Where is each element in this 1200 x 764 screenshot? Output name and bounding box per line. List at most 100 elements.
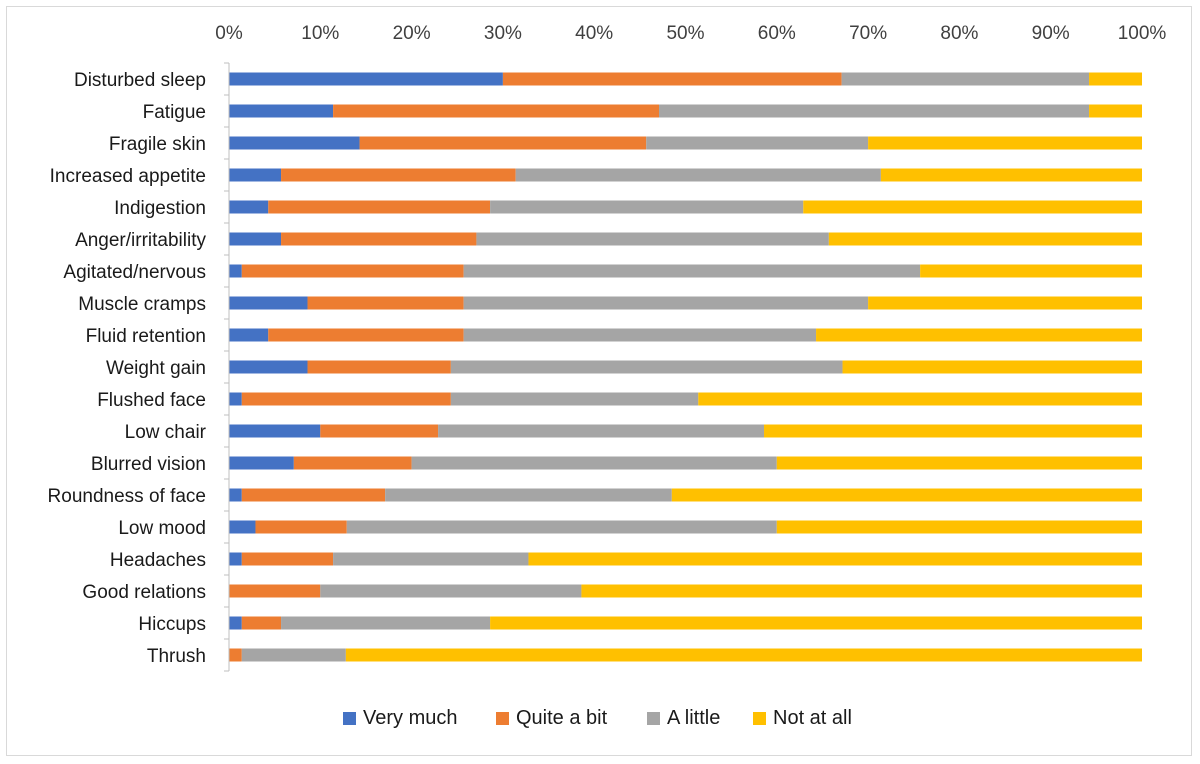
bar-a-little-muscle-cramps bbox=[463, 296, 869, 310]
bar-very-much-low-chair bbox=[229, 424, 321, 438]
bar-not-at-all-low-mood bbox=[776, 520, 1142, 534]
legend-swatch-very-much bbox=[343, 712, 356, 725]
bar-very-much-blurred-vision bbox=[229, 456, 294, 470]
category-label: Low chair bbox=[125, 422, 207, 443]
bar-quite-a-bit-flushed-face bbox=[241, 392, 451, 406]
legend-swatch-a-little bbox=[647, 712, 660, 725]
x-tick-label: 20% bbox=[393, 23, 431, 44]
bar-quite-a-bit-fluid-retention bbox=[268, 328, 464, 342]
bar-a-little-low-chair bbox=[438, 424, 765, 438]
bar-quite-a-bit-fatigue bbox=[333, 104, 660, 118]
x-tick-label: 70% bbox=[849, 23, 887, 44]
bar-not-at-all-muscle-cramps bbox=[868, 296, 1142, 310]
legend[interactable]: Very much Quite a bit A little Not at all bbox=[343, 707, 852, 729]
y-axis bbox=[224, 62, 230, 672]
category-label: Hiccups bbox=[138, 614, 206, 635]
bar-not-at-all-fragile-skin bbox=[868, 136, 1142, 150]
category-label: Thrush bbox=[147, 646, 206, 667]
bar-a-little-roundness-of-face bbox=[385, 488, 672, 502]
bar-a-little-blurred-vision bbox=[411, 456, 777, 470]
bar-not-at-all-blurred-vision bbox=[776, 456, 1142, 470]
bar-a-little-flushed-face bbox=[450, 392, 699, 406]
bar-very-much-muscle-cramps bbox=[229, 296, 308, 310]
bar-very-much-agitated-nervous bbox=[229, 264, 242, 278]
bar-quite-a-bit-increased-appetite bbox=[281, 168, 516, 182]
bar-a-little-weight-gain bbox=[450, 360, 843, 374]
legend-label-quite-a-bit: Quite a bit bbox=[516, 707, 608, 729]
bar-very-much-weight-gain bbox=[229, 360, 308, 374]
bar-not-at-all-indigestion bbox=[803, 200, 1142, 214]
category-label: Disturbed sleep bbox=[74, 70, 206, 91]
bar-a-little-low-mood bbox=[346, 520, 777, 534]
bar-very-much-disturbed-sleep bbox=[229, 72, 503, 86]
bar-a-little-anger-irritability bbox=[476, 232, 829, 246]
bar-not-at-all-headaches bbox=[528, 552, 1142, 566]
bar-a-little-headaches bbox=[333, 552, 529, 566]
x-tick-label: 90% bbox=[1032, 23, 1070, 44]
chart-frame: 0% 10% 20% 30% 40% 50% 60% 70% 80% 90% 100% Distur… bbox=[6, 6, 1192, 756]
category-label: Agitated/nervous bbox=[63, 262, 206, 283]
category-label: Flushed face bbox=[97, 390, 206, 411]
bar-a-little-agitated-nervous bbox=[463, 264, 921, 278]
bar-a-little-good-relations bbox=[320, 584, 582, 598]
bar-very-much-increased-appetite bbox=[229, 168, 282, 182]
bar-not-at-all-increased-appetite bbox=[880, 168, 1142, 182]
bar-quite-a-bit-agitated-nervous bbox=[241, 264, 464, 278]
bar-not-at-all-low-chair bbox=[764, 424, 1142, 438]
bar-not-at-all-fluid-retention bbox=[816, 328, 1142, 342]
x-tick-label: 40% bbox=[575, 23, 613, 44]
x-tick-label: 10% bbox=[301, 23, 339, 44]
bar-a-little-hiccups bbox=[281, 616, 491, 630]
category-label: Indigestion bbox=[114, 198, 206, 219]
category-label: Muscle cramps bbox=[78, 294, 206, 315]
bar-quite-a-bit-roundness-of-face bbox=[241, 488, 386, 502]
bar-quite-a-bit-good-relations bbox=[229, 584, 321, 598]
category-label: Fatigue bbox=[143, 102, 206, 123]
bar-not-at-all-good-relations bbox=[581, 584, 1142, 598]
bar-quite-a-bit-fragile-skin bbox=[359, 136, 647, 150]
bar-quite-a-bit-low-chair bbox=[320, 424, 439, 438]
legend-label-very-much: Very much bbox=[363, 707, 457, 729]
x-tick-label: 30% bbox=[484, 23, 522, 44]
bar-very-much-indigestion bbox=[229, 200, 269, 214]
category-label: Headaches bbox=[110, 550, 206, 571]
bar-not-at-all-agitated-nervous bbox=[920, 264, 1142, 278]
bar-quite-a-bit-anger-irritability bbox=[281, 232, 477, 246]
bar-a-little-fragile-skin bbox=[646, 136, 869, 150]
bar-very-much-fragile-skin bbox=[229, 136, 360, 150]
x-tick-label: 50% bbox=[666, 23, 704, 44]
bar-not-at-all-hiccups bbox=[490, 616, 1142, 630]
legend-label-not-at-all: Not at all bbox=[773, 707, 852, 729]
category-label: Fragile skin bbox=[109, 134, 206, 155]
bar-not-at-all-fatigue bbox=[1089, 104, 1142, 118]
category-label: Increased appetite bbox=[50, 166, 206, 187]
x-tick-label: 60% bbox=[758, 23, 796, 44]
bar-quite-a-bit-muscle-cramps bbox=[307, 296, 464, 310]
bar-not-at-all-roundness-of-face bbox=[671, 488, 1142, 502]
bar-not-at-all-thrush bbox=[345, 648, 1142, 662]
bar-quite-a-bit-headaches bbox=[241, 552, 334, 566]
x-axis-ticks: 0% 10% 20% 30% 40% 50% 60% 70% 80% 90% 100% bbox=[215, 23, 1166, 44]
bar-very-much-headaches bbox=[229, 552, 242, 566]
bar-very-much-flushed-face bbox=[229, 392, 242, 406]
bar-very-much-low-mood bbox=[229, 520, 256, 534]
category-label: Anger/irritability bbox=[75, 230, 206, 251]
bar-a-little-thrush bbox=[241, 648, 346, 662]
x-tick-label: 0% bbox=[215, 23, 243, 44]
category-label: Weight gain bbox=[106, 358, 206, 379]
category-label: Good relations bbox=[82, 582, 206, 603]
category-label: Roundness of face bbox=[48, 486, 206, 507]
x-tick-label: 100% bbox=[1118, 23, 1167, 44]
category-label: Blurred vision bbox=[91, 454, 206, 475]
bar-not-at-all-weight-gain bbox=[842, 360, 1142, 374]
legend-swatch-quite-a-bit bbox=[496, 712, 509, 725]
bar-a-little-increased-appetite bbox=[515, 168, 881, 182]
bar-quite-a-bit-indigestion bbox=[268, 200, 491, 214]
bar-quite-a-bit-thrush bbox=[229, 648, 242, 662]
bar-quite-a-bit-hiccups bbox=[241, 616, 282, 630]
bar-quite-a-bit-blurred-vision bbox=[293, 456, 412, 470]
legend-label-a-little: A little bbox=[667, 707, 720, 729]
bar-very-much-hiccups bbox=[229, 616, 242, 630]
bar-very-much-roundness-of-face bbox=[229, 488, 242, 502]
bar-very-much-anger-irritability bbox=[229, 232, 282, 246]
